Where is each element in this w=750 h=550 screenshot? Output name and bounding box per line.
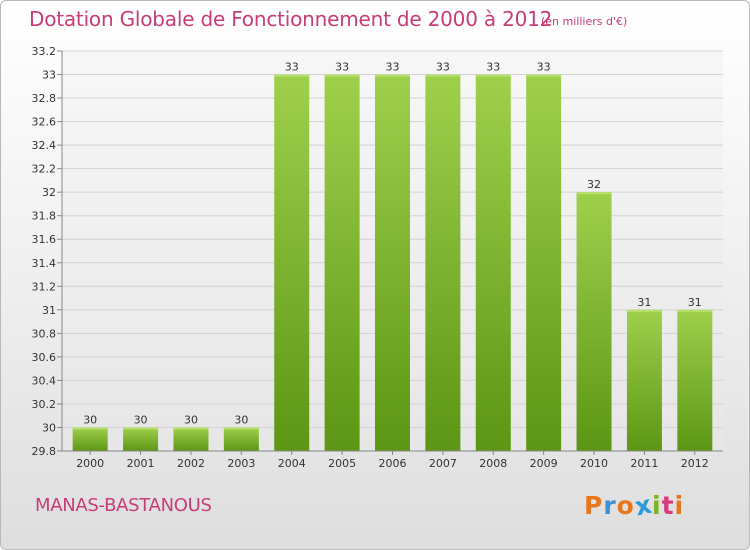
bar-value-label: 30 (184, 413, 198, 426)
y-tick-label: 31.4 (32, 257, 57, 270)
bar-highlight (475, 74, 511, 77)
x-tick-label: 2009 (530, 457, 558, 470)
bar (274, 74, 310, 451)
logo-letter: r (603, 491, 617, 520)
bar-highlight (223, 427, 259, 430)
bar (576, 192, 612, 452)
bar (324, 74, 360, 451)
bar-value-label: 33 (285, 61, 299, 74)
bar-highlight (526, 74, 562, 77)
bar-highlight (375, 74, 410, 77)
y-tick-label: 30.2 (32, 398, 57, 411)
bar-value-label: 30 (234, 413, 248, 426)
bar-value-label: 32 (587, 178, 601, 191)
x-tick-label: 2007 (429, 457, 457, 470)
y-tick-label: 32.8 (32, 92, 57, 105)
bar (677, 309, 713, 451)
logo-letter: i (652, 491, 662, 520)
bar (526, 74, 562, 451)
bar-highlight (425, 74, 461, 77)
x-tick-label: 2011 (630, 457, 658, 470)
bar-value-label: 31 (637, 296, 651, 309)
chart-title: Dotation Globale de Fonctionnement de 20… (29, 7, 553, 31)
bar (223, 427, 259, 451)
y-tick-label: 32 (42, 186, 56, 199)
y-tick-label: 31 (42, 304, 56, 317)
y-tick-label: 33 (42, 69, 56, 82)
x-tick-label: 2001 (127, 457, 155, 470)
bar-value-label: 33 (386, 61, 400, 74)
y-tick-label: 30.6 (32, 351, 57, 364)
logo-letter: o (616, 491, 635, 520)
bar-value-label: 33 (486, 61, 500, 74)
bar-highlight (72, 427, 108, 430)
bar-highlight (123, 427, 159, 430)
logo-letter: i (674, 491, 685, 520)
bar-value-label: 31 (688, 296, 702, 309)
bar (425, 74, 461, 451)
y-tick-label: 32.6 (32, 116, 57, 129)
bar-value-label: 30 (83, 413, 97, 426)
x-tick-label: 2010 (580, 457, 608, 470)
y-tick-label: 31.8 (32, 210, 57, 223)
bar (72, 427, 108, 451)
bar-highlight (324, 74, 360, 77)
x-tick-label: 2012 (681, 457, 709, 470)
y-tick-label: 29.8 (32, 445, 57, 458)
y-tick-label: 31.6 (32, 233, 57, 246)
proxiti-logo[interactable]: Proxiti (584, 490, 685, 522)
bar-value-label: 33 (537, 61, 551, 74)
bar (475, 74, 511, 451)
logo-letter: t (661, 491, 675, 520)
y-tick-label: 30 (42, 421, 56, 434)
logo-letter: P (584, 491, 604, 520)
x-tick-label: 2004 (278, 457, 306, 470)
bar-highlight (626, 309, 662, 312)
y-tick-label: 32.2 (32, 163, 57, 176)
x-tick-label: 2002 (177, 457, 205, 470)
y-tick-label: 30.8 (32, 327, 57, 340)
x-tick-label: 2000 (76, 457, 104, 470)
bar-highlight (274, 74, 310, 77)
x-tick-label: 2008 (479, 457, 507, 470)
bar-value-label: 30 (134, 413, 148, 426)
x-tick-label: 2003 (227, 457, 255, 470)
bar-highlight (576, 192, 612, 195)
bar-highlight (173, 427, 209, 430)
chart-unit: (en milliers d'€) (541, 15, 628, 28)
bar (626, 309, 662, 451)
x-tick-label: 2005 (328, 457, 356, 470)
y-tick-label: 31.2 (32, 280, 57, 293)
bar-highlight (677, 309, 713, 312)
bar-value-label: 33 (436, 61, 450, 74)
bar (375, 74, 410, 451)
bar (173, 427, 209, 451)
y-tick-label: 30.4 (32, 374, 57, 387)
y-tick-label: 33.2 (32, 45, 57, 58)
bar-value-label: 33 (335, 61, 349, 74)
y-tick-label: 32.4 (32, 139, 57, 152)
x-tick-label: 2006 (379, 457, 407, 470)
bar (123, 427, 159, 451)
commune-name: MANAS-BASTANOUS (35, 495, 212, 516)
